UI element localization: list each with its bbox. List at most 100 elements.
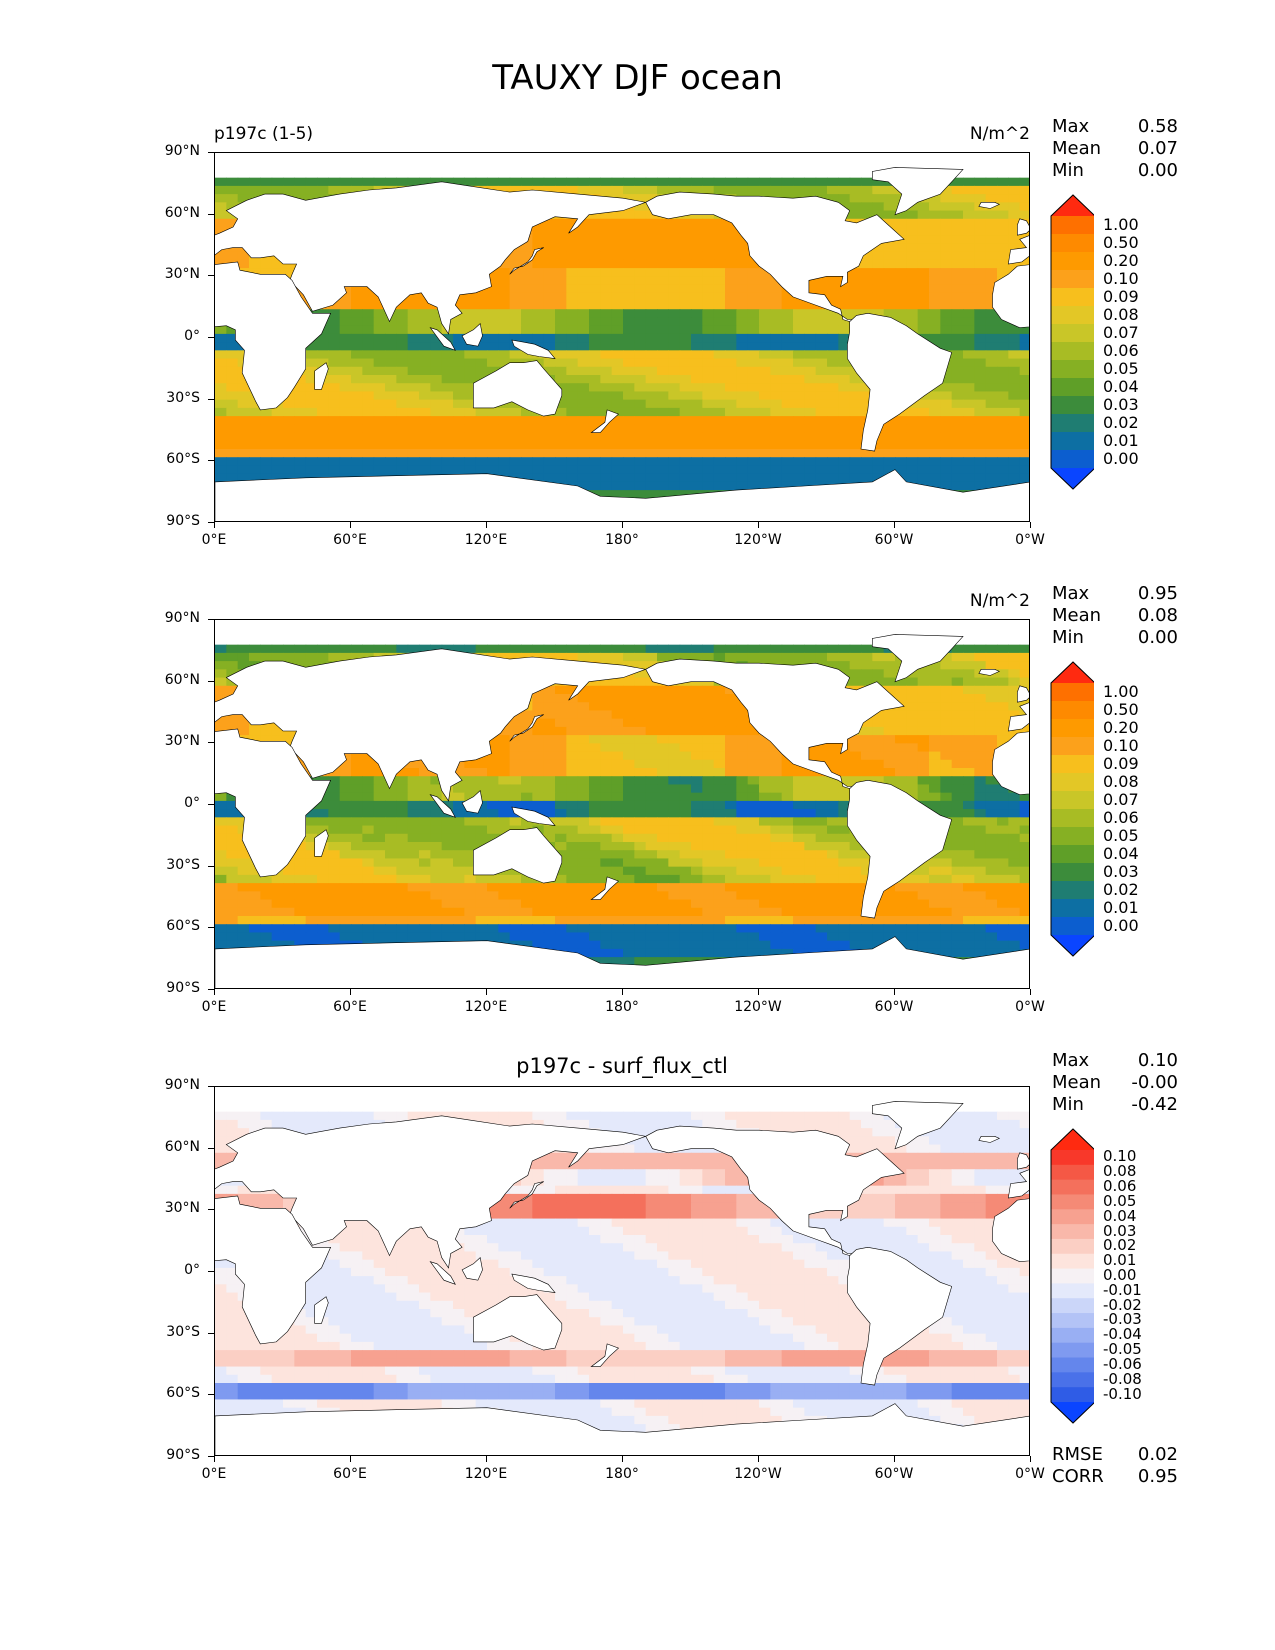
land-namerica bbox=[645, 191, 905, 322]
x-tick bbox=[758, 989, 759, 995]
land-namerica bbox=[645, 1125, 905, 1256]
x-tick bbox=[1030, 522, 1031, 528]
land-newguinea bbox=[511, 1273, 556, 1293]
colorbar-label: 0.07 bbox=[1103, 790, 1139, 809]
stat-name-max: Max bbox=[1052, 1050, 1090, 1071]
stat-name-min: Min bbox=[1052, 627, 1084, 648]
x-tick bbox=[486, 989, 487, 995]
map-panel-2: N/m^2 Max 0.95 Mean 0.08 Min 0.00 90°N 60°N 30°N 0… bbox=[0, 0, 1275, 1015]
x-tick-label: 120°W bbox=[734, 1466, 782, 1482]
colorbar-label: 0.01 bbox=[1103, 898, 1139, 917]
colorbar-above-triangle bbox=[1051, 195, 1094, 216]
field-map bbox=[215, 167, 1029, 521]
land-iceland bbox=[978, 202, 1001, 209]
land-eurasia bbox=[1007, 1169, 1029, 1199]
y-tick-label: 60°N bbox=[164, 1138, 200, 1155]
land-newguinea bbox=[511, 806, 556, 826]
x-tick bbox=[486, 1456, 487, 1462]
land-uk bbox=[1017, 685, 1029, 703]
stat-name-min: Min bbox=[1052, 160, 1084, 181]
land-borneo bbox=[461, 1257, 483, 1281]
colorbar-label: -0.02 bbox=[1103, 1295, 1142, 1314]
y-tick bbox=[208, 619, 214, 620]
stat-name-mean: Mean bbox=[1052, 138, 1102, 159]
y-tick-label: 90°N bbox=[164, 610, 200, 626]
y-tick bbox=[208, 152, 214, 153]
x-tick-label: 60°W bbox=[874, 532, 914, 548]
colorbar-label: 0.03 bbox=[1103, 862, 1139, 881]
x-tick-label: 60°W bbox=[874, 1466, 914, 1482]
land-newguinea bbox=[511, 339, 556, 359]
x-tick-label: 120°E bbox=[464, 999, 508, 1015]
colorbar-label: 0.09 bbox=[1103, 287, 1139, 306]
x-tick-label: 60°E bbox=[333, 532, 367, 548]
field-map bbox=[215, 1101, 1029, 1455]
colorbar-label: -0.08 bbox=[1103, 1369, 1142, 1388]
land-japan bbox=[509, 247, 544, 275]
colorbar-label: 0.02 bbox=[1103, 880, 1139, 899]
y-tick-label: 90°N bbox=[164, 1077, 200, 1093]
y-tick bbox=[208, 275, 214, 277]
land-greenland bbox=[872, 634, 964, 683]
stat-value-max: 0.95 bbox=[1137, 583, 1178, 604]
colorbar-label: 0.50 bbox=[1103, 700, 1139, 719]
footer-value-rmse: 0.02 bbox=[1137, 1444, 1178, 1465]
stat-name-max: Max bbox=[1052, 583, 1090, 604]
x-tick bbox=[1030, 1456, 1031, 1462]
stat-value-min: 0.00 bbox=[1137, 627, 1178, 648]
colorbar-label: 0.01 bbox=[1103, 431, 1139, 450]
y-tick bbox=[208, 460, 214, 462]
x-tick-label: 60°W bbox=[874, 999, 914, 1015]
land-africa bbox=[992, 1198, 1029, 1263]
colorbar-label: 0.20 bbox=[1103, 251, 1139, 270]
y-tick-label: 90°S bbox=[166, 513, 200, 529]
panel-center-title: p197c - surf_flux_ctl bbox=[516, 1054, 728, 1078]
land-sumatra bbox=[429, 327, 456, 351]
land-samerica bbox=[847, 779, 953, 919]
land-newzealand bbox=[590, 409, 620, 433]
colorbar bbox=[1050, 1128, 1094, 1424]
y-tick-label: 90°S bbox=[166, 1447, 200, 1463]
y-tick-label: 0° bbox=[184, 795, 200, 811]
x-tick-label: 120°E bbox=[464, 532, 508, 548]
panel-left-title: p197c (1-5) bbox=[214, 124, 314, 144]
stat-value-min: -0.42 bbox=[1131, 1094, 1178, 1115]
colorbar-label: -0.04 bbox=[1103, 1325, 1142, 1344]
x-tick bbox=[758, 522, 759, 528]
colorbar-label: 1.00 bbox=[1103, 215, 1139, 234]
x-tick bbox=[350, 1456, 351, 1462]
colorbar-label: 0.09 bbox=[1103, 754, 1139, 773]
y-tick bbox=[208, 522, 214, 523]
land-newzealand bbox=[590, 1343, 620, 1367]
footer-name-corr: CORR bbox=[1052, 1466, 1104, 1487]
x-tick-label: 180° bbox=[605, 532, 639, 548]
stat-name-min: Min bbox=[1052, 1094, 1084, 1115]
y-tick-label: 60°N bbox=[164, 671, 200, 688]
x-tick-label: 120°W bbox=[734, 532, 782, 548]
land-eurasia bbox=[1007, 702, 1029, 732]
x-tick-label: 0°W bbox=[1015, 999, 1045, 1015]
x-tick-label: 0°E bbox=[201, 999, 227, 1015]
y-tick bbox=[208, 1086, 214, 1087]
land-australia bbox=[473, 1294, 563, 1351]
stat-name-mean: Mean bbox=[1052, 1072, 1102, 1093]
land-greenland bbox=[872, 1101, 964, 1150]
land-borneo bbox=[461, 323, 483, 347]
land-africa bbox=[215, 728, 332, 878]
stat-value-mean: 0.07 bbox=[1137, 138, 1178, 159]
colorbar-label: 0.06 bbox=[1103, 808, 1139, 827]
stat-value-max: 0.58 bbox=[1137, 116, 1178, 137]
x-tick bbox=[622, 522, 623, 528]
colorbar-label: 0.04 bbox=[1103, 1206, 1137, 1225]
y-tick bbox=[208, 680, 214, 682]
map-plot-area bbox=[214, 619, 1030, 989]
land-australia bbox=[473, 360, 563, 417]
y-tick-label: 60°S bbox=[166, 1385, 200, 1402]
land-japan bbox=[509, 1181, 544, 1209]
colorbar-label: 0.08 bbox=[1103, 772, 1139, 791]
y-tick bbox=[208, 1394, 214, 1396]
colorbar-above-triangle bbox=[1051, 1129, 1094, 1150]
land-madagascar bbox=[314, 829, 329, 857]
x-tick-label: 0°E bbox=[201, 532, 227, 548]
land-samerica bbox=[847, 312, 953, 452]
